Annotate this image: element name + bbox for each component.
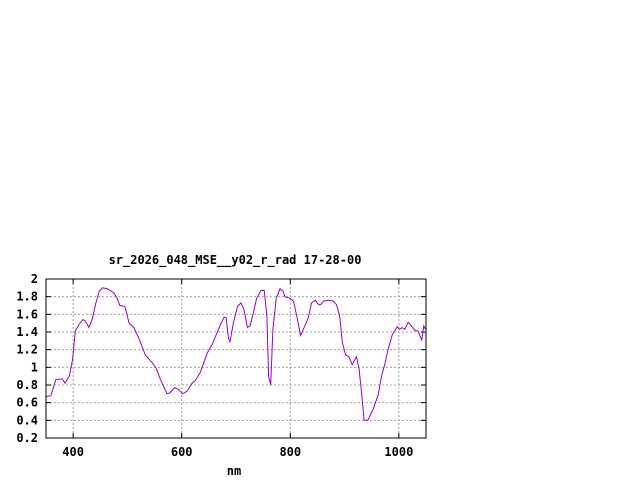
y-tick-label: 2 bbox=[31, 272, 38, 286]
y-tick-label: 0.2 bbox=[16, 431, 38, 445]
y-tick-label: 0.4 bbox=[16, 413, 38, 427]
x-tick-label: 400 bbox=[62, 445, 84, 459]
grid bbox=[46, 279, 426, 438]
chart-title: sr_2026_048_MSE__y02_r_rad 17-28-00 bbox=[109, 253, 362, 268]
y-tick-label: 1 bbox=[31, 360, 38, 374]
ticks: 400 600 800 1000 0.2 0.4 0.6 0.8 1 1.2 1.4 1.6 1.8 2 bbox=[16, 272, 426, 459]
y-tick-label: 0.6 bbox=[16, 396, 38, 410]
y-tick-label: 1.8 bbox=[16, 290, 38, 304]
x-tick-label: 600 bbox=[171, 445, 193, 459]
x-axis-label: nm bbox=[227, 464, 241, 478]
y-tick-label: 0.8 bbox=[16, 378, 38, 392]
x-tick-label: 1000 bbox=[384, 445, 413, 459]
plot-frame bbox=[45, 278, 427, 439]
y-tick-label: 1.6 bbox=[16, 307, 38, 321]
y-tick-label: 1.2 bbox=[16, 343, 38, 357]
y-tick-label: 1.4 bbox=[16, 325, 38, 339]
series-line bbox=[46, 287, 426, 421]
x-tick-label: 800 bbox=[279, 445, 301, 459]
